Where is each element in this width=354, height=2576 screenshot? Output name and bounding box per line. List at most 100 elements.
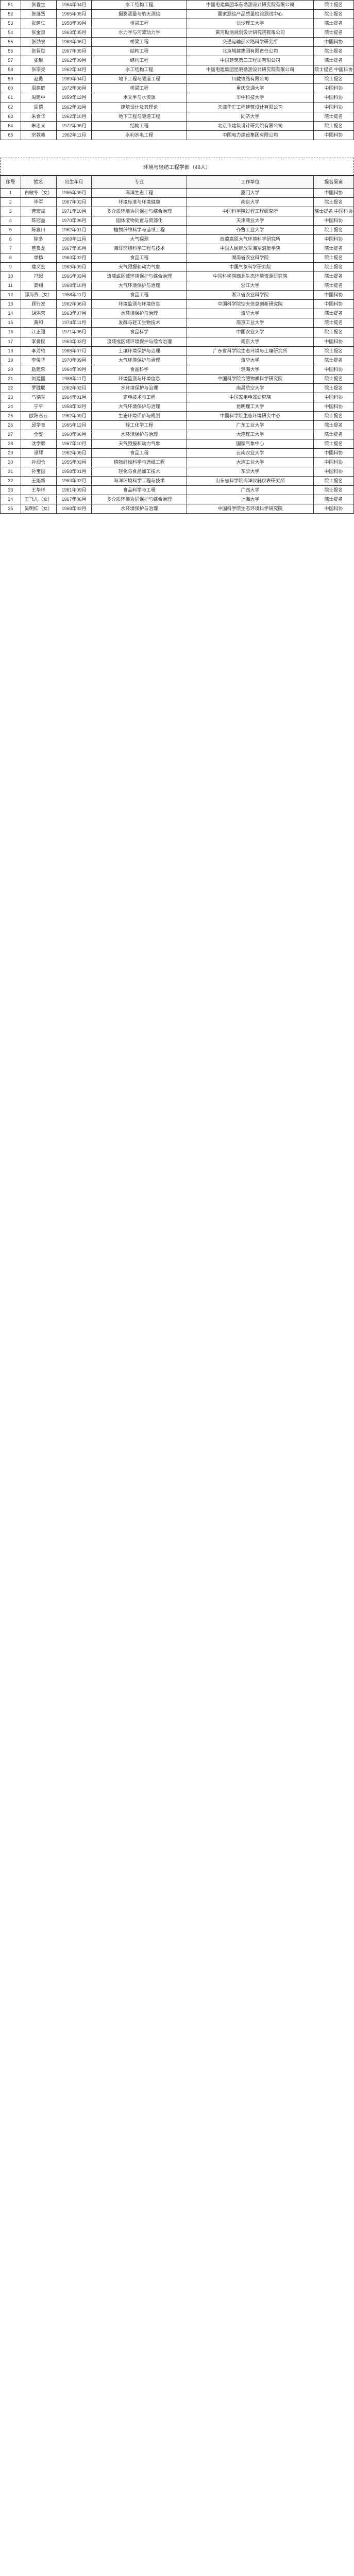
cell-birth: 1963年03月 bbox=[56, 336, 92, 347]
cell-major: 食品工程 bbox=[91, 448, 188, 459]
cell-major: 水力学与河流动力学 bbox=[91, 28, 188, 38]
cell-channel: 院士提名 bbox=[313, 346, 354, 356]
cell-birth: 1969年04月 bbox=[56, 74, 92, 84]
cell-name: 陈嘉川 bbox=[20, 225, 57, 235]
cell-index: 59 bbox=[0, 74, 21, 84]
table-row: 31 孙宝国 1958年01月 轻化与食品加工技术 东华大学 中国科协 bbox=[0, 467, 354, 477]
roster-page: 51 张春生 1964年04月 水工结构工程 中国电建集团华东勘测设计研究院有限公司 院士… bbox=[0, 0, 354, 514]
cell-organization: 川藏铁路有限公司 bbox=[187, 74, 314, 84]
cell-birth: 1965年05月 bbox=[56, 188, 92, 198]
cell-birth: 1962年11月 bbox=[56, 130, 92, 140]
table-row: 58 张宗亮 1962年04月 水工结构工程 中国电建集团昆明勘测设计研究院有限公司 院士… bbox=[0, 65, 354, 75]
cell-channel: 院士提名 bbox=[313, 374, 354, 384]
cell-birth: 1967年06月 bbox=[56, 495, 92, 505]
table-row: 26 邱学青 1965年12月 轻工化学工程 广东工业大学 院士提名 bbox=[0, 420, 354, 430]
cell-name: 王焰新 bbox=[20, 476, 57, 486]
cell-birth: 1955年03月 bbox=[56, 457, 92, 468]
cell-organization: 上海大学 bbox=[187, 495, 314, 505]
cell-organization: 广东工业大学 bbox=[187, 420, 314, 430]
cell-channel: 中国科协 bbox=[313, 392, 354, 402]
cell-channel: 院士提名 bbox=[313, 225, 354, 235]
cell-name: 张宗亮 bbox=[20, 65, 57, 75]
cell-major: 生态环境评价与规划 bbox=[91, 411, 188, 421]
cell-channel: 中国科协 bbox=[313, 93, 354, 103]
table-row: 22 罗胜联 1962年02月 水环境保护与治理 南昌航空大学 院士提名 bbox=[0, 383, 354, 393]
cell-organization: 中国气象科学研究院 bbox=[187, 262, 314, 273]
cell-major: 桥梁工程 bbox=[91, 19, 188, 29]
cell-name: 冯起 bbox=[20, 272, 57, 282]
cell-birth: 1962年09月 bbox=[56, 411, 92, 421]
cell-birth: 1965年05月 bbox=[56, 9, 92, 20]
cell-organization: 山东省科学院海洋仪器仪表研究所 bbox=[187, 476, 314, 486]
cell-birth: 1972年08月 bbox=[56, 83, 92, 94]
cell-major: 大气环境保护与治理 bbox=[91, 281, 188, 291]
cell-major: 结构工程 bbox=[91, 56, 188, 66]
cell-major: 摄影测量与航天测绘 bbox=[91, 9, 188, 20]
cell-channel: 院士提名 中国科协 bbox=[313, 65, 354, 75]
cell-organization: 齐鲁工业大学 bbox=[187, 225, 314, 235]
cell-channel: 中国科协 bbox=[313, 467, 354, 477]
cell-organization: 中国科学院生态环境科学研究院 bbox=[187, 504, 314, 514]
cell-channel: 中国科协 bbox=[313, 401, 354, 412]
cell-birth: 1962年02月 bbox=[56, 383, 92, 393]
table-row: 7 笪良龙 1967年05月 海洋环境科学工程与技术 中国人民解放军海军潜艇学院 院士提名 bbox=[0, 244, 354, 254]
cell-major: 海洋环境科学工程与技术 bbox=[91, 476, 188, 486]
cell-index: 30 bbox=[0, 457, 21, 468]
cell-major: 食品工程 bbox=[91, 290, 188, 300]
table-row: 62 周恺 1962年03月 建筑设计及其理论 天津华汇工程建筑设计有限公司 中国科协 bbox=[0, 102, 354, 112]
cell-name: 赵勇 bbox=[20, 74, 57, 84]
cell-index: 12 bbox=[0, 290, 21, 300]
cell-name: 朱忠义 bbox=[20, 121, 57, 131]
cell-name: 周建庭 bbox=[20, 83, 57, 94]
cell-index: 2 bbox=[0, 197, 21, 207]
cell-channel: 院士提名 bbox=[313, 197, 354, 207]
cell-organization: 浙江省农业科学院 bbox=[187, 290, 314, 300]
table-row: 4 陈冠益 1970年06月 固体废物处置与资源化 天津商业大学 中国科协 bbox=[0, 215, 354, 226]
cell-name: 李俊华 bbox=[20, 355, 57, 365]
cell-index: 21 bbox=[0, 374, 21, 384]
cell-organization: 东华大学 bbox=[187, 467, 314, 477]
cell-organization: 厦门大学 bbox=[187, 188, 314, 198]
cell-channel: 院士提名 bbox=[313, 355, 354, 365]
cell-birth: 1959年12月 bbox=[56, 93, 92, 103]
cell-organization: 同济大学 bbox=[187, 111, 314, 122]
cell-name: 单杨 bbox=[20, 253, 57, 263]
cell-organization: 渤海大学 bbox=[187, 364, 314, 375]
cell-major: 海洋生态工程 bbox=[91, 188, 188, 198]
cell-major: 天气预报和动力气象 bbox=[91, 262, 188, 273]
cell-organization: 广东省科学院生态环境与土壤研究所 bbox=[187, 346, 314, 356]
roster-table-section2-head: 序号 姓名 出生年月 专业 工作单位 提名渠道 bbox=[0, 175, 354, 189]
cell-birth: 1964年09月 bbox=[56, 364, 92, 375]
cell-major: 建筑设计及其理论 bbox=[91, 102, 188, 112]
cell-index: 20 bbox=[0, 364, 21, 375]
cell-name: 罗胜联 bbox=[20, 383, 57, 393]
cell-birth: 1962年10月 bbox=[56, 111, 92, 122]
cell-major: 多介质环境协同保护与综合治理 bbox=[91, 495, 188, 505]
cell-birth: 1964年01月 bbox=[56, 392, 92, 402]
table-row: 65 宗敦峰 1962年11月 水利水电工程 中国电力建设集团有限公司 中国科协 bbox=[0, 130, 354, 140]
cell-index: 16 bbox=[0, 327, 21, 337]
cell-organization: 北京市建筑设计研究院有限公司 bbox=[187, 121, 314, 131]
cell-index: 6 bbox=[0, 234, 21, 245]
cell-name: 宗敦峰 bbox=[20, 130, 57, 140]
cell-organization: 中国科学院合肥物质科学研究院 bbox=[187, 374, 314, 384]
cell-major: 水工结构工程 bbox=[91, 0, 188, 10]
table-row: 24 宁平 1958年02月 大气环境保护与治理 昆明理工大学 中国科协 bbox=[0, 401, 354, 412]
cell-major: 天气预报和动力气象 bbox=[91, 439, 188, 449]
table-row: 55 张劲泉 1963年06月 桥梁工程 交通运输部公路科学研究所 中国科协 bbox=[0, 37, 354, 47]
roster-table-section1: 51 张春生 1964年04月 水工结构工程 中国电建集团华东勘测设计研究院有限公司 院士… bbox=[0, 0, 354, 140]
cell-channel: 院士提名 bbox=[313, 272, 354, 282]
table-row: 3 曹宏斌 1971年10月 多介质环境协同保护与综合治理 中国科学院过程工程研究所 院士… bbox=[0, 206, 354, 216]
cell-major: 环境监测与环境信息 bbox=[91, 299, 188, 310]
cell-name: 邱学青 bbox=[20, 420, 57, 430]
cell-index: 64 bbox=[0, 121, 21, 131]
cell-name: 郜海燕（女） bbox=[20, 290, 57, 300]
cell-birth: 1963年07月 bbox=[56, 309, 92, 319]
table-row: 34 王飞儿（女） 1967年06月 多介质环境协同保护与综合治理 上海大学 院士提名 bbox=[0, 495, 354, 505]
table-row: 52 张继贤 1965年05月 摄影测量与航天测绘 国家测绘产品质量检验测试中心 院士提名 bbox=[0, 9, 354, 20]
cell-birth: 1962年04月 bbox=[56, 65, 92, 75]
cell-index: 35 bbox=[0, 504, 21, 514]
cell-channel: 院士提名 bbox=[313, 253, 354, 263]
cell-index: 34 bbox=[0, 495, 21, 505]
column-header-birth: 出生年月 bbox=[56, 175, 92, 189]
